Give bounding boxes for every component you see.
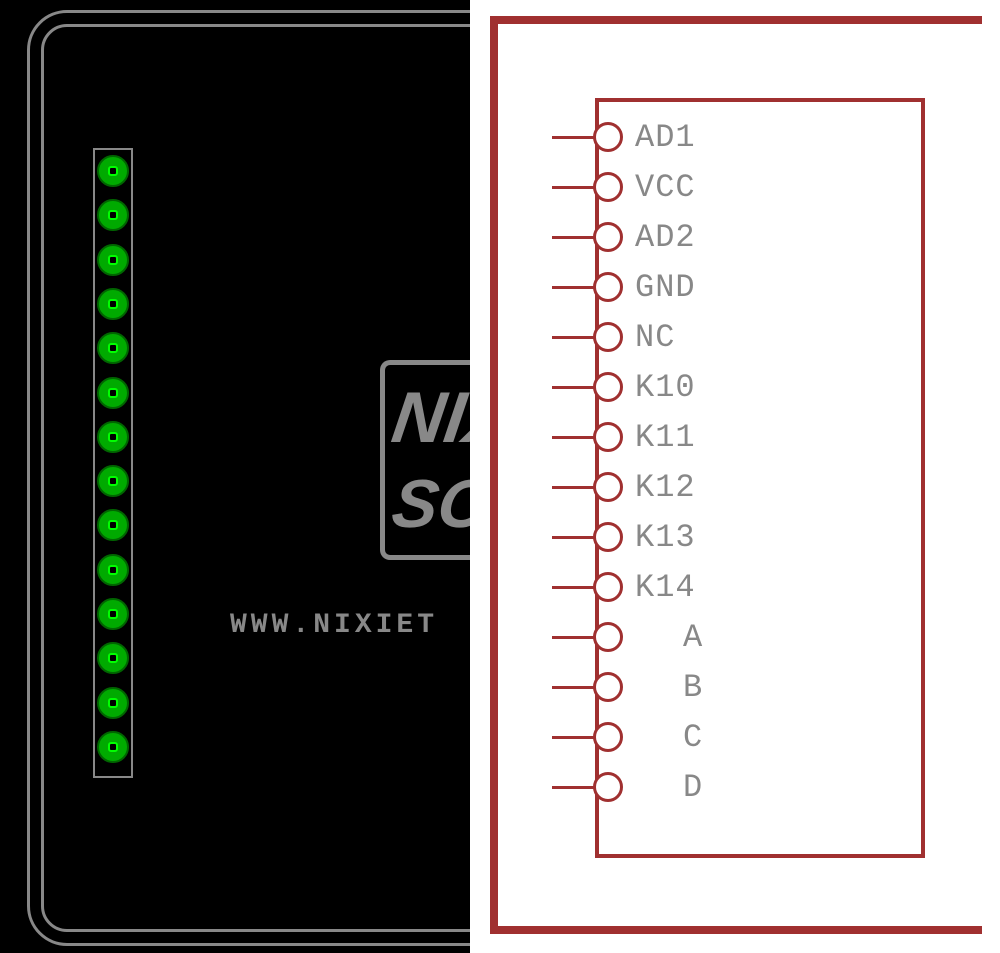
pcb-pad-hole xyxy=(108,742,118,752)
pin-lead xyxy=(552,736,597,739)
pin-lead xyxy=(552,336,597,339)
schematic-pin-row: A xyxy=(552,622,703,652)
pcb-url: WWW.NIXIET xyxy=(230,610,438,641)
schematic-pin-row: AD2 xyxy=(552,222,696,252)
pcb-pad-hole xyxy=(108,565,118,575)
pcb-pad-hole xyxy=(108,476,118,486)
schematic-pin-row: AD1 xyxy=(552,122,696,152)
pin-lead xyxy=(552,186,597,189)
pcb-pad-hole xyxy=(108,166,118,176)
pin-label: K12 xyxy=(635,469,696,506)
schematic-pin-row: D xyxy=(552,772,703,802)
pin-circle xyxy=(593,422,623,452)
pin-label: GND xyxy=(635,269,696,306)
pin-circle xyxy=(593,522,623,552)
pcb-pad-hole xyxy=(108,432,118,442)
pin-circle xyxy=(593,772,623,802)
pin-lead xyxy=(552,386,597,389)
pin-circle xyxy=(593,672,623,702)
pcb-pad-hole xyxy=(108,255,118,265)
schematic-pin-row: NC xyxy=(552,322,675,352)
pin-lead xyxy=(552,636,597,639)
pin-lead xyxy=(552,236,597,239)
pcb-pad-hole xyxy=(108,299,118,309)
pin-lead xyxy=(552,286,597,289)
pin-circle xyxy=(593,222,623,252)
pcb-pad-hole xyxy=(108,210,118,220)
pin-circle xyxy=(593,172,623,202)
pin-label: K14 xyxy=(635,569,696,606)
pin-label: C xyxy=(683,719,703,756)
pin-circle xyxy=(593,322,623,352)
pcb-pad-hole xyxy=(108,343,118,353)
pcb-pad-hole xyxy=(108,698,118,708)
pad-strip-outline xyxy=(93,148,133,778)
pin-label: NC xyxy=(635,319,675,356)
pin-circle xyxy=(593,122,623,152)
pcb-pad-hole xyxy=(108,653,118,663)
pcb-pad-hole xyxy=(108,609,118,619)
pin-lead xyxy=(552,136,597,139)
pin-circle xyxy=(593,372,623,402)
pin-circle xyxy=(593,722,623,752)
schematic-pin-row: K12 xyxy=(552,472,696,502)
pin-label: K11 xyxy=(635,419,696,456)
pin-circle xyxy=(593,622,623,652)
schematic-pin-row: K13 xyxy=(552,522,696,552)
pin-lead xyxy=(552,786,597,789)
pin-circle xyxy=(593,272,623,302)
pin-circle xyxy=(593,572,623,602)
pin-label: K10 xyxy=(635,369,696,406)
pin-lead xyxy=(552,436,597,439)
pin-circle xyxy=(593,472,623,502)
pin-label: K13 xyxy=(635,519,696,556)
pcb-pad-hole xyxy=(108,388,118,398)
pin-lead xyxy=(552,536,597,539)
pin-label: D xyxy=(683,769,703,806)
schematic-pin-row: GND xyxy=(552,272,696,302)
schematic-pin-row: B xyxy=(552,672,703,702)
schematic-pin-row: C xyxy=(552,722,703,752)
pin-label: B xyxy=(683,669,703,706)
pin-label: AD2 xyxy=(635,219,696,256)
pin-lead xyxy=(552,486,597,489)
schematic-pin-row: VCC xyxy=(552,172,696,202)
schematic-pin-row: K14 xyxy=(552,572,696,602)
pcb-pad-hole xyxy=(108,520,118,530)
pin-label: A xyxy=(683,619,703,656)
schematic-pin-row: K11 xyxy=(552,422,696,452)
pin-label: AD1 xyxy=(635,119,696,156)
schematic-pin-row: K10 xyxy=(552,372,696,402)
pin-lead xyxy=(552,586,597,589)
pin-label: VCC xyxy=(635,169,696,206)
pin-lead xyxy=(552,686,597,689)
